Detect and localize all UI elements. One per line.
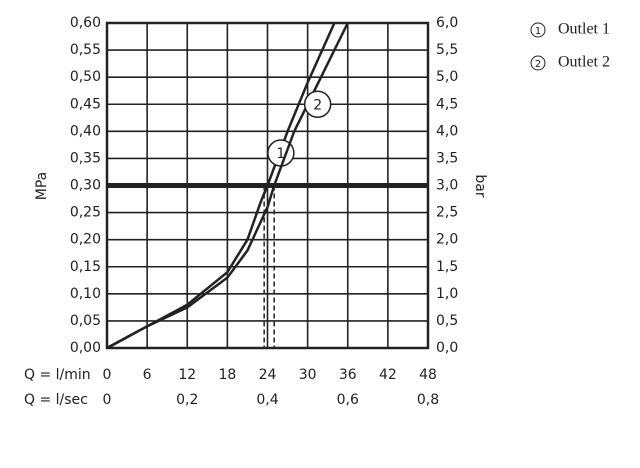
y-tick-label: 0,55 (70, 42, 101, 58)
y2-tick-label: 6,0 (436, 15, 458, 31)
y2-tick-label: 1,0 (436, 286, 458, 302)
y-tick-label: 0,05 (70, 313, 101, 329)
y2-tick-label: 1,5 (436, 259, 458, 275)
x-tick-label: 30 (299, 367, 317, 383)
y2-tick-label: 0,5 (436, 313, 458, 329)
series-marker-label: 2 (313, 97, 322, 113)
x2-tick-label: 0,8 (417, 392, 439, 408)
y2-tick-label: 3,0 (436, 178, 458, 194)
x-tick-label: 0 (103, 367, 112, 383)
y-tick-label: 0,50 (70, 69, 101, 85)
legend-symbol-label: 2 (535, 59, 541, 70)
legend-label: Outlet 2 (558, 54, 610, 71)
y-tick-label: 0,35 (70, 150, 101, 166)
y2-tick-label: 2,5 (436, 205, 458, 221)
y2-tick-label: 4,0 (436, 123, 458, 139)
x-tick-label: 18 (218, 367, 236, 383)
x2-tick-label: 0,6 (337, 392, 359, 408)
y-tick-label: 0,15 (70, 259, 101, 275)
series-marker-label: 1 (276, 146, 285, 162)
x-tick-label: 42 (379, 367, 397, 383)
y-tick-label: 0,40 (70, 123, 101, 139)
y2-tick-label: 2,0 (436, 232, 458, 248)
x-tick-label: 24 (259, 367, 277, 383)
y2-tick-label: 5,0 (436, 69, 458, 85)
y2-tick-label: 0,0 (436, 340, 458, 356)
legend-symbol-label: 1 (535, 26, 541, 37)
y2-tick-label: 4,5 (436, 96, 458, 112)
y-tick-label: 0,00 (70, 340, 101, 356)
y-tick-label: 0,45 (70, 96, 101, 112)
y-tick-label: 0,25 (70, 205, 101, 221)
y2-axis-label: bar (472, 174, 488, 197)
y-tick-label: 0,10 (70, 286, 101, 302)
x2-tick-label: 0 (103, 392, 112, 408)
x-tick-label: 48 (419, 367, 437, 383)
x-tick-label: 12 (178, 367, 196, 383)
x2-tick-label: 0,4 (256, 392, 278, 408)
legend-symbol (530, 55, 546, 71)
x-axis-label: Q = l/min (24, 367, 91, 383)
x2-tick-label: 0,2 (176, 392, 198, 408)
y2-tick-label: 5,5 (436, 42, 458, 58)
y2-tick-label: 3,5 (436, 150, 458, 166)
x-tick-label: 6 (143, 367, 152, 383)
legend-label: Outlet 1 (558, 21, 610, 38)
x-tick-label: 36 (339, 367, 357, 383)
y-tick-label: 0,20 (70, 232, 101, 248)
y-tick-label: 0,30 (70, 178, 101, 194)
x2-axis-label: Q = l/sec (24, 392, 88, 408)
legend-symbol (530, 22, 546, 38)
y-axis-label: MPa (34, 172, 50, 200)
series-marker-circle (303, 90, 332, 118)
y-tick-label: 0,60 (70, 15, 101, 31)
